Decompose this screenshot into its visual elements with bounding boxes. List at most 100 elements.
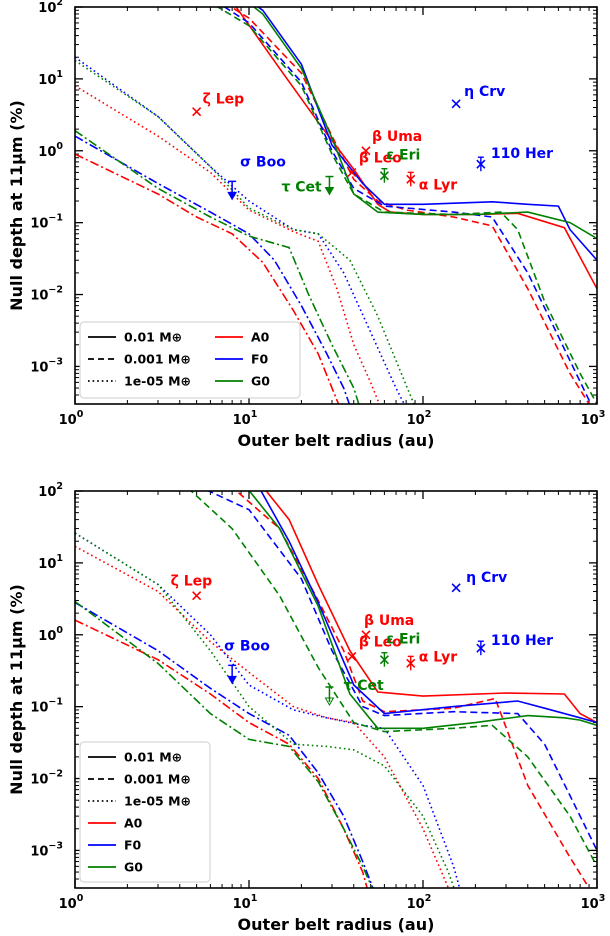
star-marker xyxy=(406,655,416,671)
star-marker-cross xyxy=(361,630,371,640)
series-line-F0-dotted xyxy=(75,532,461,888)
star-label: ζ Lep xyxy=(203,92,245,108)
series-line-A0-dashdot xyxy=(75,619,368,888)
series-line-A0-dashdot xyxy=(75,153,340,404)
star-label: 110 Her xyxy=(491,633,553,649)
series-line-F0-dotted xyxy=(75,56,406,404)
series-line-G0-dotted xyxy=(75,532,455,888)
star-marker xyxy=(347,167,357,177)
legend-label: F0 xyxy=(124,838,142,853)
star-marker xyxy=(476,640,486,656)
x-tick-label: 102 xyxy=(407,893,432,912)
star-marker-cross xyxy=(451,583,461,593)
legend-label: 0.001 M⊕ xyxy=(124,352,191,367)
star-marker-cross xyxy=(192,591,202,601)
y-tick-label: 102 xyxy=(38,481,63,500)
legend-label: 0.01 M⊕ xyxy=(124,330,182,345)
star-marker xyxy=(379,651,389,667)
y-tick-label: 10−3 xyxy=(30,840,63,859)
star-marker xyxy=(361,146,371,156)
legend-entry: 0.01 M⊕ xyxy=(88,750,182,765)
star-limit-arrow xyxy=(227,675,237,685)
star-marker-cross xyxy=(347,167,357,177)
x-tick-label: 103 xyxy=(581,893,606,912)
axes-frame xyxy=(74,490,598,889)
star-label: β Leo xyxy=(359,634,402,650)
legend-entry: A0 xyxy=(215,330,270,345)
x-axis-label: Outer belt radius (au) xyxy=(238,915,435,934)
legend-entry: 1e-05 M⊕ xyxy=(88,374,191,389)
star-label: α Lyr xyxy=(419,177,458,193)
star-marker xyxy=(324,175,335,196)
x-axis-label: Outer belt radius (au) xyxy=(238,431,435,450)
star-marker-cross xyxy=(361,146,371,156)
legend-entry: 0.001 M⊕ xyxy=(88,352,191,367)
series-line-G0-solid xyxy=(252,7,597,240)
legend-box xyxy=(79,741,211,883)
star-marker xyxy=(361,630,371,640)
y-tick-label: 10−2 xyxy=(30,769,63,788)
series-line-F0-dashdot xyxy=(75,601,374,888)
x-tick-label: 100 xyxy=(59,893,84,912)
star-marker xyxy=(451,99,461,109)
star-label: σ Boo xyxy=(240,154,286,170)
star-marker-cross xyxy=(347,651,357,661)
axes-frame xyxy=(74,6,598,405)
star-limit-arrow xyxy=(324,697,335,706)
legend-label: A0 xyxy=(251,330,270,345)
star-label: α Lyr xyxy=(419,649,458,665)
legend-label: F0 xyxy=(251,352,269,367)
chart-panel-2: 100 101 102 103 10−3 10−2 10−1 100 101 102 ζ Lep σ … xyxy=(7,481,606,934)
legend-entry: F0 xyxy=(215,352,269,367)
y-axis-label: Null depth at 11μm (%) xyxy=(7,584,26,795)
star-label: β Uma xyxy=(372,129,422,145)
star-marker xyxy=(476,156,486,172)
legend-entry: 0.01 M⊕ xyxy=(88,330,182,345)
chart-panel-1: 100 101 102 103 10−3 10−2 10−1 100 101 102 ζ Lep σ … xyxy=(7,0,605,450)
series-line-A0-solid xyxy=(265,491,597,724)
y-tick-label: 101 xyxy=(38,69,63,88)
x-tick-label: 102 xyxy=(407,409,432,428)
legend-label: G0 xyxy=(251,374,270,389)
series-line-F0-dashed xyxy=(206,491,597,851)
series-line-F0-solid xyxy=(260,491,597,724)
y-tick-label: 10−1 xyxy=(30,697,63,716)
star-marker xyxy=(379,167,389,183)
y-tick-label: 102 xyxy=(38,0,63,16)
y-axis-label: Null depth at 11μm (%) xyxy=(7,100,26,311)
star-label: τ Cet xyxy=(343,678,384,694)
star-limit-arrow xyxy=(227,191,237,201)
y-tick-label: 10−1 xyxy=(30,213,63,232)
series-line-A0-dotted xyxy=(75,85,381,404)
series-line-G0-dashdot xyxy=(75,600,374,888)
y-tick-label: 10−3 xyxy=(30,356,63,375)
legend-entry: A0 xyxy=(88,816,143,831)
legend-label: 0.01 M⊕ xyxy=(124,750,182,765)
star-label: ε Eri xyxy=(386,632,420,648)
series-line-F0-dashdot xyxy=(75,135,351,404)
x-tick-label: 103 xyxy=(581,409,606,428)
star-limit-arrow xyxy=(324,187,335,196)
legend-box xyxy=(79,321,301,399)
star-marker xyxy=(192,107,202,117)
star-label: η Crv xyxy=(464,84,505,100)
legend-entry: G0 xyxy=(215,374,270,389)
star-label: τ Cet xyxy=(281,180,322,196)
legend-entry: F0 xyxy=(88,838,142,853)
x-tick-label: 101 xyxy=(233,893,258,912)
series-line-A0-dashed xyxy=(229,7,591,404)
x-tick-label: 101 xyxy=(233,409,258,428)
star-label: σ Boo xyxy=(224,638,270,654)
legend-entry: 1e-05 M⊕ xyxy=(88,794,191,809)
series-line-A0-dashed xyxy=(235,491,591,888)
star-marker xyxy=(347,651,357,661)
star-label: ε Eri xyxy=(386,148,420,164)
series-line-G0-dotted xyxy=(75,59,415,404)
series-line-F0-dashed xyxy=(223,7,592,404)
star-marker xyxy=(406,171,416,187)
star-label: β Leo xyxy=(359,150,402,166)
y-tick-label: 100 xyxy=(38,141,63,160)
legend-label: 1e-05 M⊕ xyxy=(124,794,191,809)
star-label: η Crv xyxy=(466,570,507,586)
